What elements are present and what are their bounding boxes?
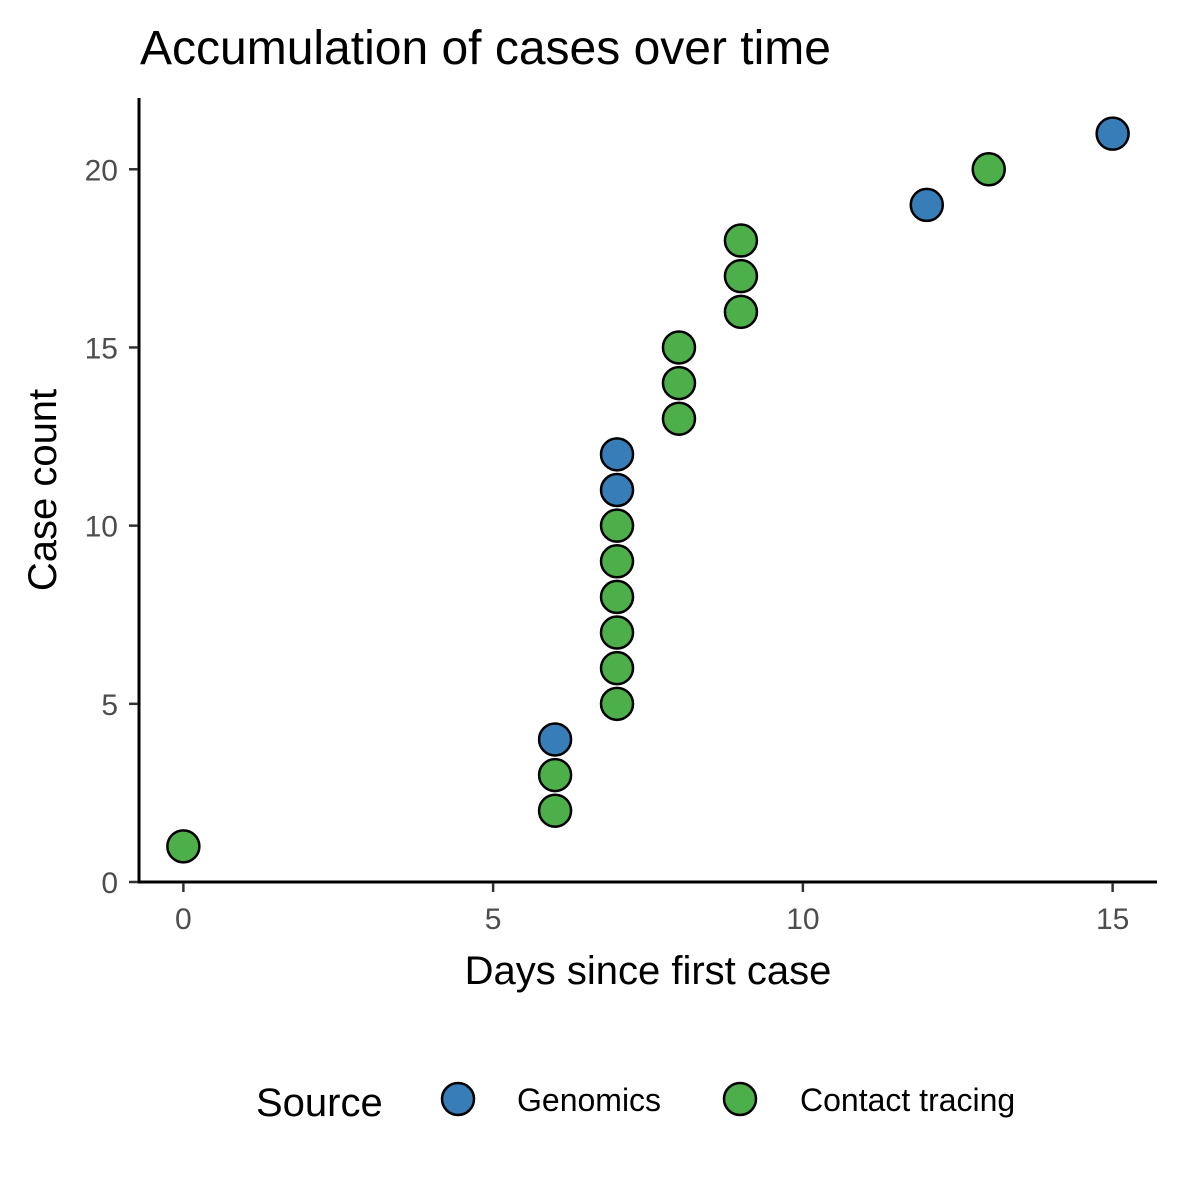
point-genomics-2: [599, 437, 635, 472]
point-contact-tracing-6: [599, 579, 635, 615]
x-tick-label-1: 5: [485, 903, 502, 936]
point-contact-tracing-10: [661, 365, 697, 401]
point-contact-tracing-15: [971, 152, 1006, 187]
point-contact-tracing-5: [599, 615, 635, 650]
legend-label-contact-tracing: Contact tracing: [800, 1082, 1015, 1118]
y-ticks: 0 5 10 15 20: [85, 154, 138, 900]
x-tick-label-2: 10: [786, 903, 819, 936]
y-tick-label-1: 5: [101, 689, 118, 722]
point-genomics-1: [599, 472, 635, 508]
point-contact-tracing-4: [599, 650, 635, 686]
x-axis-title: Days since first case: [465, 949, 832, 993]
point-contact-tracing-12: [723, 294, 759, 330]
x-ticks: 0 5 10 15: [175, 883, 1129, 936]
point-contact-tracing-7: [599, 544, 635, 579]
y-tick-label-2: 10: [85, 511, 118, 544]
data-points: [166, 116, 1130, 864]
y-tick-label-3: 15: [85, 332, 118, 365]
legend-title: Source: [256, 1081, 383, 1125]
chart-title: Accumulation of cases over time: [140, 22, 831, 75]
point-contact-tracing-11: [661, 330, 697, 365]
point-genomics-4: [1095, 116, 1130, 151]
point-contact-tracing-0: [166, 829, 201, 864]
y-tick-label-0: 0: [101, 867, 118, 900]
point-contact-tracing-8: [599, 508, 635, 543]
legend-key-genomics: [440, 1081, 476, 1117]
point-genomics-0: [537, 722, 573, 757]
point-contact-tracing-3: [599, 686, 635, 722]
point-contact-tracing-9: [661, 401, 697, 436]
point-genomics-3: [909, 187, 945, 223]
point-contact-tracing-13: [723, 258, 759, 294]
point-contact-tracing-14: [723, 223, 759, 258]
legend: Source Genomics Contact tracing: [256, 1081, 1015, 1125]
x-tick-label-3: 15: [1096, 903, 1129, 936]
x-tick-label-0: 0: [175, 903, 192, 936]
legend-label-genomics: Genomics: [517, 1082, 661, 1118]
point-contact-tracing-1: [537, 793, 573, 828]
point-contact-tracing-2: [537, 757, 573, 793]
plot-area: 0 5 10 15 0 5 10 15 20: [85, 98, 1157, 936]
legend-key-contact-tracing: [722, 1081, 758, 1117]
y-tick-label-4: 20: [85, 154, 118, 187]
y-axis-title: Case count: [21, 389, 65, 591]
